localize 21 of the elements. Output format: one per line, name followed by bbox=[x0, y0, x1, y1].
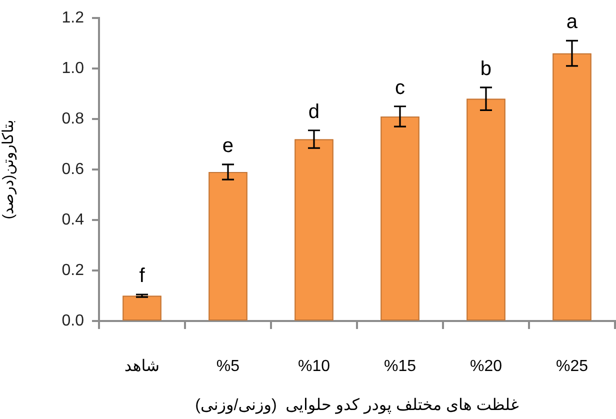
data-label: c bbox=[394, 76, 405, 99]
data-label: f bbox=[139, 265, 146, 288]
y-tick-label: 0.8 bbox=[62, 110, 84, 128]
y-tick-label: 0.2 bbox=[62, 262, 84, 279]
x-tick-label: %15 bbox=[384, 358, 416, 376]
x-tick-label: شاهد bbox=[124, 358, 160, 376]
x-tick-label: %10 bbox=[298, 358, 330, 376]
y-tick-label: 1.0 bbox=[62, 60, 84, 77]
y-tick-label: 0.4 bbox=[62, 211, 84, 228]
data-label: a bbox=[566, 11, 578, 34]
x-axis-title: غلظت های مختلف پودر کدو حلوایی (وزنی/وزنی) bbox=[195, 396, 519, 414]
data-label: d bbox=[308, 100, 320, 123]
x-tick-label: %20 bbox=[470, 358, 502, 376]
x-tick-label: %5 bbox=[216, 358, 240, 376]
data-label: e bbox=[222, 134, 234, 157]
y-tick-label: 0.0 bbox=[62, 312, 84, 330]
data-label: b bbox=[480, 58, 492, 80]
y-tick-label: 1.2 bbox=[62, 9, 84, 26]
x-tick-label: %25 bbox=[556, 358, 588, 376]
y-axis-title: بتاکاروتن(درصد) bbox=[0, 120, 18, 220]
y-tick-label: 0.6 bbox=[62, 160, 84, 178]
